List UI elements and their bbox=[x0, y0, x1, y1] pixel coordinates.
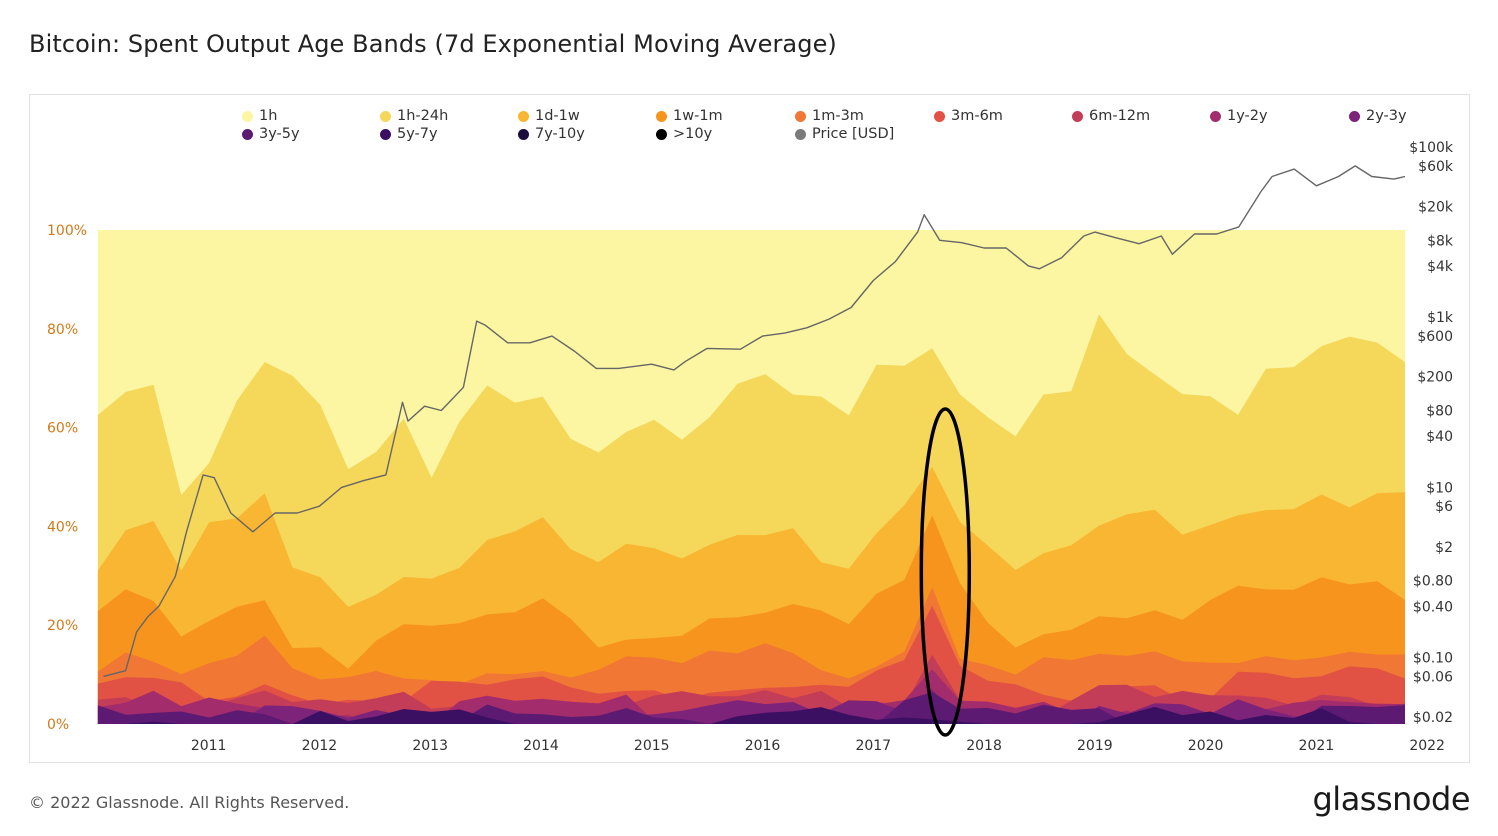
legend-label: Price [USD] bbox=[812, 126, 895, 142]
footer-copyright: © 2022 Glassnode. All Rights Reserved. bbox=[29, 793, 350, 812]
glassnode-logo[interactable]: glassnode bbox=[1312, 780, 1470, 818]
y-left-tick-label: 0% bbox=[47, 717, 69, 733]
legend-swatch bbox=[1072, 110, 1083, 122]
legend-item[interactable]: 1h bbox=[242, 108, 277, 124]
y-left-tick-label: 40% bbox=[47, 519, 78, 535]
legend-swatch bbox=[656, 110, 667, 122]
area-5y-7y bbox=[97, 706, 1405, 724]
y-right-tick-label: $600 bbox=[1417, 329, 1453, 345]
y-right-tick-label: $40 bbox=[1426, 429, 1453, 445]
legend-label: 1y-2y bbox=[1227, 108, 1268, 124]
legend-swatch bbox=[1210, 110, 1221, 122]
y-right-tick-label: $60k bbox=[1418, 159, 1454, 175]
y-right-tick-label: $80 bbox=[1426, 404, 1453, 420]
legend-label: 7y-10y bbox=[535, 126, 585, 142]
y-left-tick-label: 20% bbox=[47, 618, 78, 634]
x-tick-label: 2017 bbox=[855, 738, 891, 754]
legend-label: 1m-3m bbox=[812, 108, 864, 124]
y-right-tick-label: $0.80 bbox=[1413, 574, 1453, 590]
y-right-tick-label: $10 bbox=[1426, 480, 1453, 496]
chart-frame bbox=[29, 94, 1470, 763]
legend-swatch bbox=[518, 110, 529, 122]
legend-item[interactable]: 1m-3m bbox=[795, 108, 864, 124]
y-right-tick-label: $8k bbox=[1427, 233, 1454, 249]
legend-label: 1h-24h bbox=[397, 108, 449, 124]
y-right-tick-label: $100k bbox=[1409, 140, 1454, 156]
legend-label: 1h bbox=[259, 108, 278, 124]
x-tick-label: 2021 bbox=[1299, 738, 1335, 754]
legend-item[interactable]: 3m-6m bbox=[934, 108, 1003, 124]
x-tick-label: 2012 bbox=[302, 738, 338, 754]
y-right-tick-label: $0.40 bbox=[1413, 599, 1453, 615]
legend-swatch bbox=[380, 128, 391, 140]
y-left-tick-label: 100% bbox=[47, 223, 87, 239]
legend-item[interactable]: 1h-24h bbox=[380, 108, 448, 124]
legend-label: >10y bbox=[673, 126, 713, 142]
legend-swatch bbox=[518, 128, 529, 140]
area-6m-12m bbox=[97, 654, 1405, 724]
legend-item[interactable]: 7y-10y bbox=[518, 126, 585, 142]
legend-swatch bbox=[934, 110, 945, 122]
legend-label: 5y-7y bbox=[397, 126, 438, 142]
x-tick-label: 2014 bbox=[523, 738, 559, 754]
legend-item[interactable]: >10y bbox=[656, 126, 712, 142]
area-3m-6m bbox=[97, 605, 1405, 724]
y-right-tick-label: $20k bbox=[1418, 199, 1454, 215]
legend-item[interactable]: 5y-7y bbox=[380, 126, 438, 142]
x-tick-label: 2011 bbox=[191, 738, 227, 754]
legend-swatch bbox=[795, 128, 806, 140]
y-right-tick-label: $0.10 bbox=[1413, 651, 1453, 667]
legend-swatch bbox=[380, 110, 391, 122]
legend-label: 3m-6m bbox=[951, 108, 1003, 124]
legend-label: 3y-5y bbox=[259, 126, 300, 142]
x-tick-label: 2018 bbox=[966, 738, 1002, 754]
legend-label: 2y-3y bbox=[1366, 108, 1407, 124]
chart-title: Bitcoin: Spent Output Age Bands (7d Expo… bbox=[29, 30, 837, 58]
legend-item[interactable]: 2y-3y bbox=[1349, 108, 1407, 124]
y-right-tick-label: $0.02 bbox=[1413, 710, 1453, 726]
x-tick-label: 2022 bbox=[1409, 738, 1445, 754]
legend-item[interactable]: Price [USD] bbox=[795, 126, 894, 142]
y-left-tick-label: 60% bbox=[47, 421, 78, 437]
y-right-tick-label: $0.06 bbox=[1413, 669, 1453, 685]
area-3y-5y bbox=[97, 692, 1405, 724]
legend-swatch bbox=[795, 110, 806, 122]
legend-item[interactable]: 3y-5y bbox=[242, 126, 300, 142]
legend-label: 1d-1w bbox=[535, 108, 580, 124]
y-right-tick-label: $6 bbox=[1435, 499, 1453, 515]
annotation-ellipse bbox=[919, 407, 972, 737]
legend-swatch bbox=[1349, 110, 1360, 122]
x-tick-label: 2015 bbox=[634, 738, 670, 754]
legend-swatch bbox=[242, 128, 253, 140]
legend-item[interactable]: 6m-12m bbox=[1072, 108, 1150, 124]
y-right-tick-label: $1k bbox=[1427, 310, 1454, 326]
y-left-tick-label: 80% bbox=[47, 322, 78, 338]
legend-item[interactable]: 1y-2y bbox=[1210, 108, 1268, 124]
x-tick-label: 2019 bbox=[1077, 738, 1113, 754]
legend-label: 1w-1m bbox=[673, 108, 723, 124]
price-line bbox=[103, 165, 1406, 678]
x-tick-label: 2020 bbox=[1188, 738, 1224, 754]
y-right-tick-label: $200 bbox=[1417, 370, 1453, 386]
legend-swatch bbox=[656, 128, 667, 140]
x-tick-label: 2013 bbox=[412, 738, 448, 754]
y-right-tick-label: $2 bbox=[1435, 540, 1453, 556]
legend-label: 6m-12m bbox=[1089, 108, 1151, 124]
legend: 1h 1h-24h 1d-1w 1w-1m 1m-3m 3m-6m 6m-12m 1y-2y 2… bbox=[0, 0, 1498, 142]
x-tick-label: 2016 bbox=[745, 738, 781, 754]
y-right-tick-label: $4k bbox=[1427, 259, 1454, 275]
legend-item[interactable]: 1w-1m bbox=[656, 108, 723, 124]
legend-item[interactable]: 1d-1w bbox=[518, 108, 580, 124]
legend-swatch bbox=[242, 110, 253, 122]
